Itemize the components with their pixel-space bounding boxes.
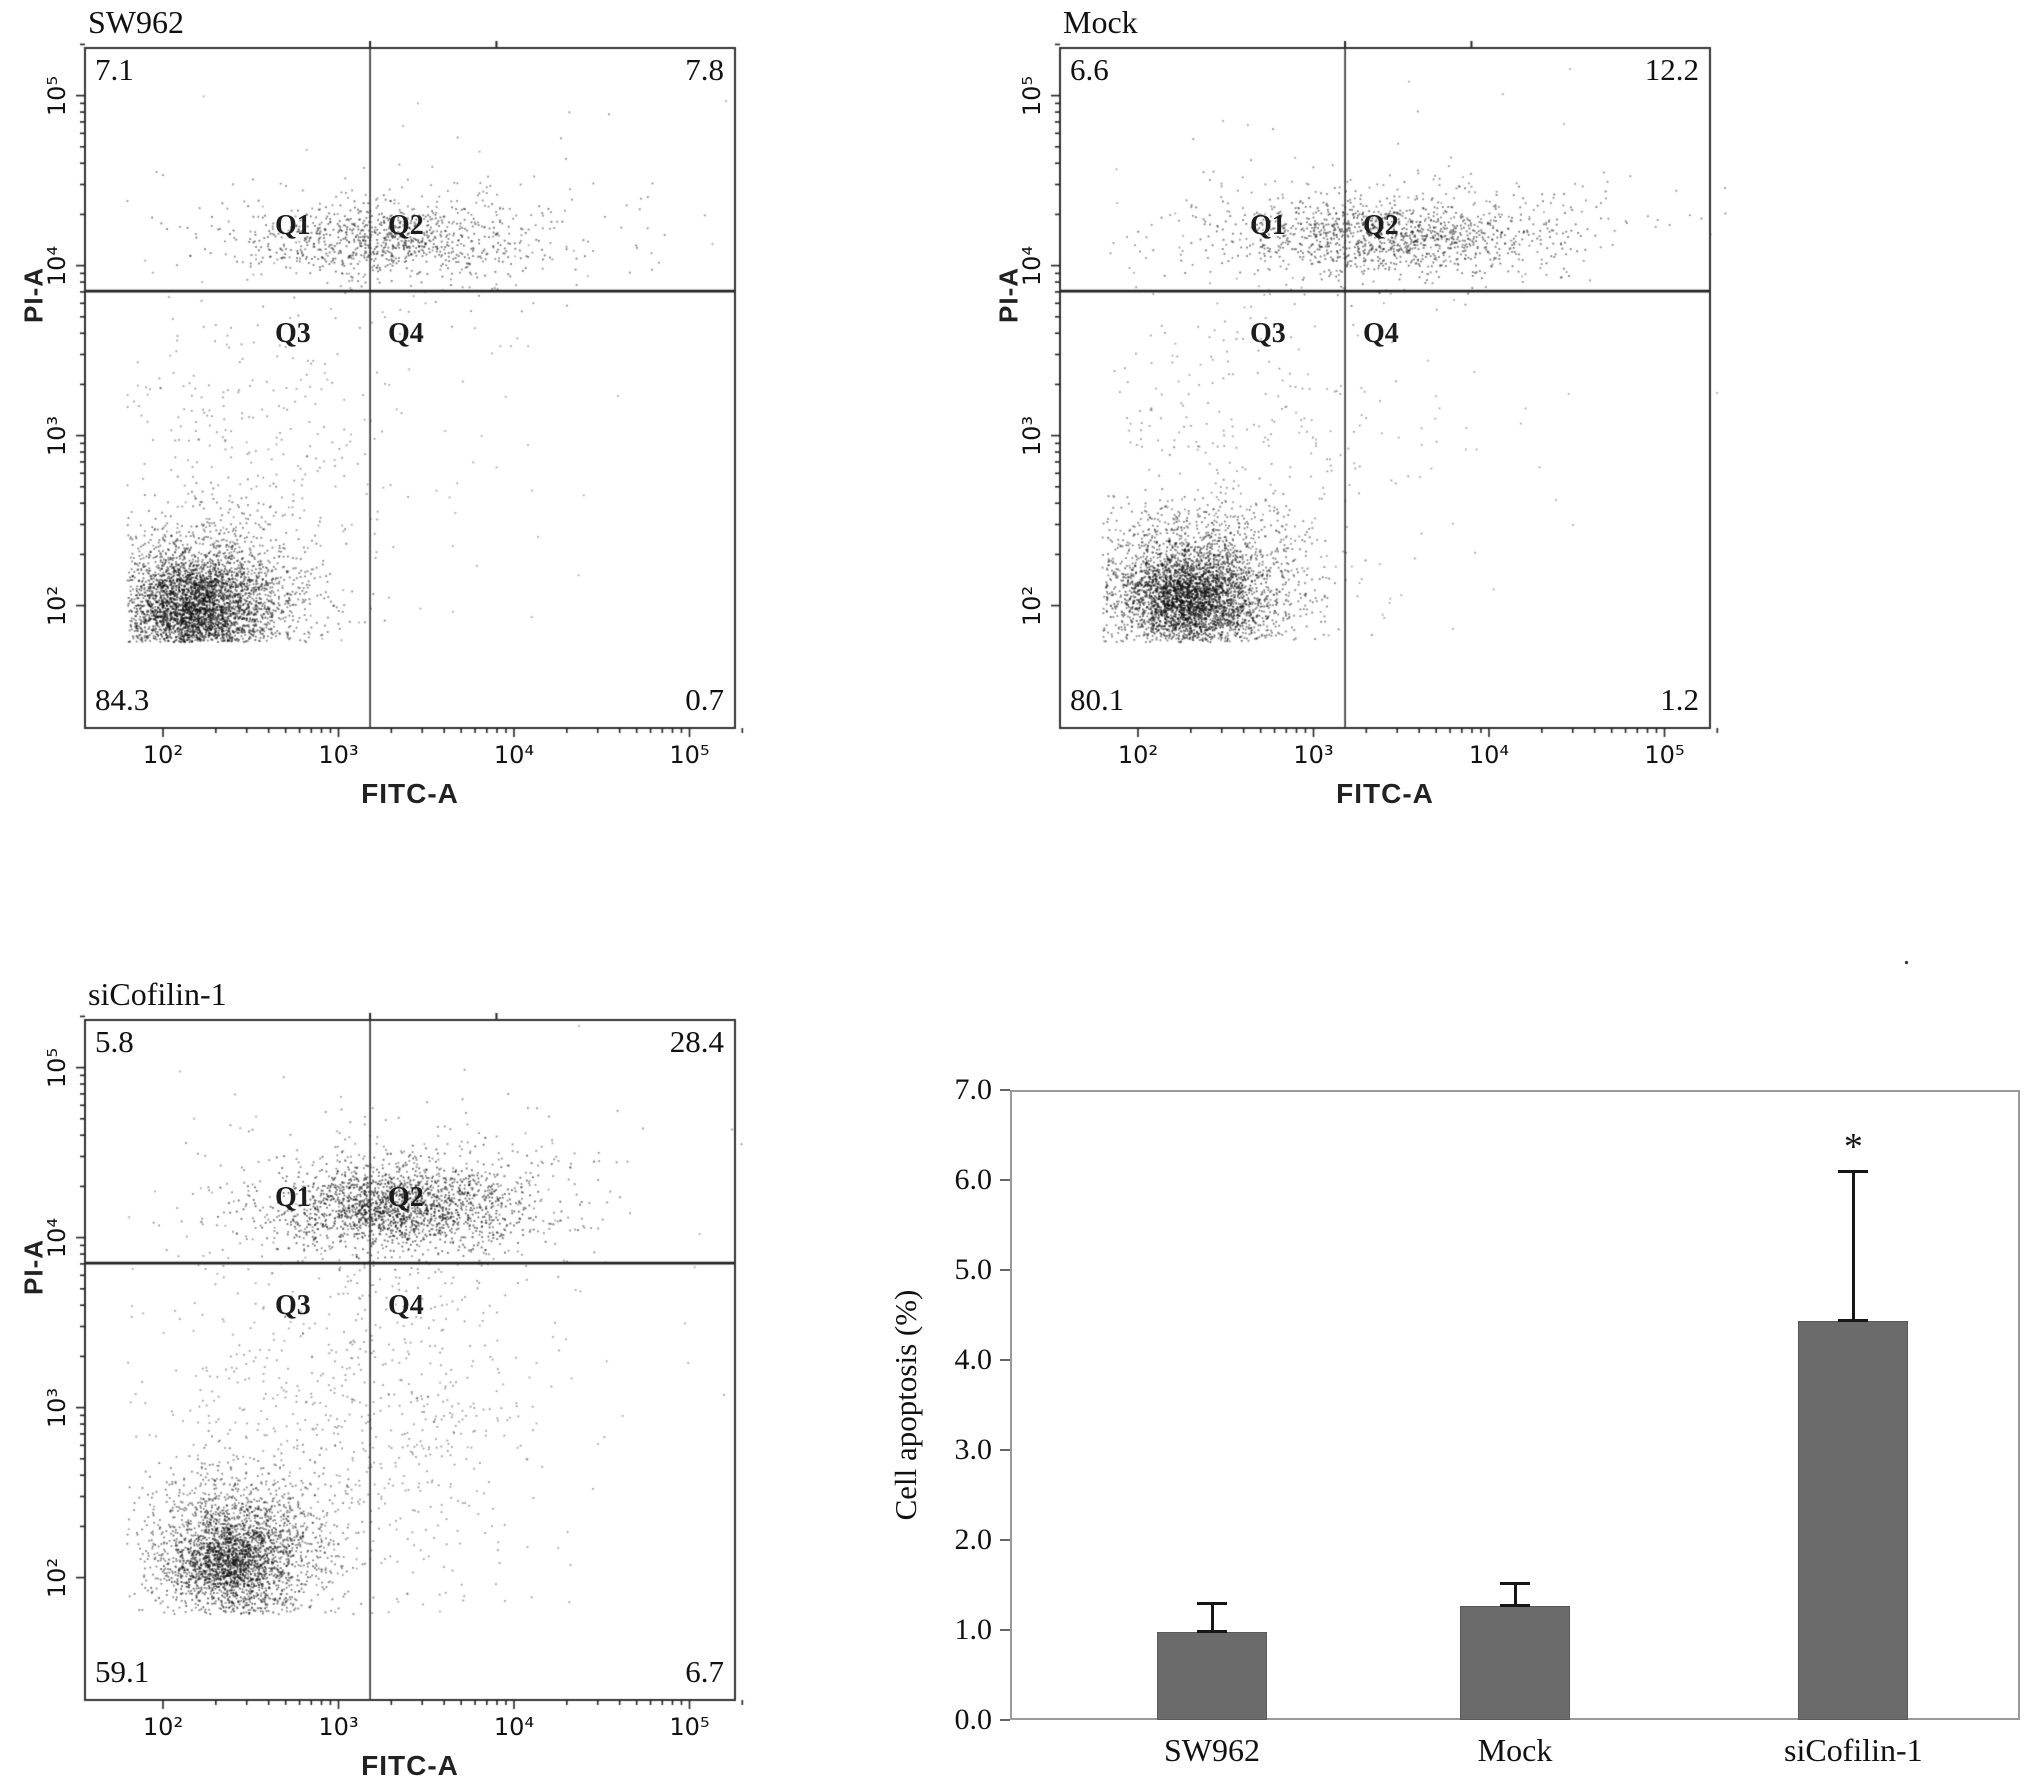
x-axis-label: FITC-A — [361, 778, 459, 809]
x-axis-label: FITC-A — [361, 1750, 459, 1781]
y-tick-label: 4.0 — [954, 1343, 993, 1376]
y-tick-label: 1.0 — [954, 1613, 993, 1646]
error-bar-cap-top — [1197, 1602, 1227, 1605]
stray-mark: . — [1903, 940, 1910, 971]
scatter-canvas-mock — [975, 0, 1775, 760]
quadrant-label-q2: Q2 — [388, 1182, 424, 1213]
x-tick-label: 10³ — [318, 741, 359, 769]
error-bar-line — [1513, 1583, 1517, 1606]
bar-sw962 — [1157, 1631, 1267, 1720]
y-tick-label: 0.0 — [954, 1703, 993, 1736]
y-tick — [1000, 1539, 1010, 1541]
quadrant-label-q4: Q4 — [1363, 318, 1399, 349]
error-bar-cap-top — [1838, 1170, 1869, 1173]
y-tick-label: 10⁴ — [43, 245, 71, 286]
x-tick-label: 10⁴ — [493, 741, 535, 769]
quadrant-label-q1: Q1 — [275, 210, 311, 241]
x-axis-label: FITC-A — [1336, 778, 1434, 809]
y-tick-label: 10³ — [43, 1387, 71, 1428]
quadrant-label-q2: Q2 — [388, 210, 424, 241]
significance-asterisk: * — [1843, 1126, 1863, 1168]
y-tick — [1000, 1719, 1010, 1721]
y-tick — [1000, 1179, 1010, 1181]
panel-title: Mock — [1063, 4, 1138, 40]
pct-lower-left: 59.1 — [95, 1654, 150, 1689]
y-tick — [1000, 1359, 1010, 1361]
error-bar-line — [1851, 1171, 1855, 1322]
error-bar-cap-bottom — [1838, 1319, 1869, 1323]
y-tick-label: 10² — [1018, 585, 1046, 626]
pct-upper-left: 6.6 — [1070, 52, 1109, 87]
bar-chart-panel: Cell apoptosis (%) 0.0 1.0 2.0 3.0 4.0 5.0 6.0… — [880, 1050, 2031, 1787]
y-tick-label: 10⁵ — [43, 75, 71, 116]
x-tick-label: 10² — [1117, 741, 1159, 769]
pct-lower-right: 6.7 — [685, 1654, 724, 1689]
bar-mock — [1460, 1605, 1570, 1720]
scatter-canvas-sw962 — [0, 0, 800, 760]
quadrant-label-q3: Q3 — [275, 1290, 311, 1321]
panel-title: SW962 — [88, 4, 184, 40]
pct-upper-right: 28.4 — [669, 1024, 724, 1059]
y-tick — [1000, 1089, 1010, 1091]
quadrant-label-q3: Q3 — [275, 318, 311, 349]
panel-title: siCofilin-1 — [88, 976, 227, 1012]
quadrant-label-q2: Q2 — [1363, 210, 1399, 241]
y-tick — [1000, 1629, 1010, 1631]
error-bar-cap-bottom — [1500, 1603, 1530, 1607]
y-tick-label: 3.0 — [954, 1433, 993, 1466]
y-tick-label: 2.0 — [954, 1523, 993, 1556]
quadrant-label-q1: Q1 — [1250, 210, 1286, 241]
x-tick-label: 10⁵ — [1644, 741, 1685, 769]
y-tick-label: 10² — [43, 585, 71, 626]
x-tick-label: 10³ — [1293, 741, 1334, 769]
y-tick-label: 10³ — [1018, 415, 1046, 456]
x-tick-label: 10³ — [318, 1713, 359, 1741]
y-tick-label: 10⁴ — [43, 1217, 71, 1258]
quadrant-label-q4: Q4 — [388, 318, 424, 349]
y-tick-label: 10⁵ — [1018, 75, 1046, 116]
pct-upper-left: 7.1 — [95, 52, 134, 87]
y-tick-label: 10⁵ — [43, 1047, 71, 1088]
y-tick-label: 6.0 — [954, 1163, 993, 1196]
bar-sicofilin-1 — [1798, 1321, 1909, 1720]
y-axis-label: Cell apoptosis (%) — [888, 1289, 923, 1521]
flow-panel-mock: Mock 6.6 12.2 80.1 1.2 Q1 Q2 Q3 Q4 FITC-… — [975, 0, 1775, 815]
x-tick-label: 10⁵ — [669, 741, 710, 769]
y-tick-label: 10⁴ — [1018, 245, 1046, 286]
category-label: SW962 — [1164, 1732, 1260, 1768]
y-tick-label: 7.0 — [954, 1073, 993, 1106]
flow-panel-sw962: SW962 7.1 7.8 84.3 0.7 Q1 Q2 Q3 Q4 FITC-… — [0, 0, 800, 815]
pct-lower-left: 84.3 — [95, 682, 150, 717]
y-tick-label: 10² — [43, 1557, 71, 1598]
x-tick-label: 10² — [142, 1713, 184, 1741]
x-tick-label: 10⁴ — [1468, 741, 1510, 769]
x-tick-label: 10⁵ — [669, 1713, 710, 1741]
pct-upper-left: 5.8 — [95, 1024, 134, 1059]
y-tick — [1000, 1449, 1010, 1451]
error-bar-cap-bottom — [1197, 1629, 1227, 1633]
pct-lower-right: 0.7 — [685, 682, 724, 717]
y-tick — [1000, 1269, 1010, 1271]
category-label: siCofilin-1 — [1784, 1732, 1923, 1768]
y-tick-label: 10³ — [43, 415, 71, 456]
error-bar-line — [1210, 1603, 1214, 1632]
pct-upper-right: 12.2 — [1644, 52, 1699, 87]
quadrant-label-q3: Q3 — [1250, 318, 1286, 349]
scatter-canvas-sicofilin1 — [0, 972, 800, 1732]
quadrant-label-q4: Q4 — [388, 1290, 424, 1321]
x-tick-label: 10⁴ — [493, 1713, 535, 1741]
category-label: Mock — [1477, 1732, 1553, 1768]
quadrant-label-q1: Q1 — [275, 1182, 311, 1213]
x-tick-label: 10² — [142, 741, 184, 769]
pct-lower-right: 1.2 — [1660, 682, 1699, 717]
pct-lower-left: 80.1 — [1070, 682, 1125, 717]
pct-upper-right: 7.8 — [685, 52, 724, 87]
flow-panel-sicofilin1: siCofilin-1 5.8 28.4 59.1 6.7 Q1 Q2 Q3 Q… — [0, 972, 800, 1787]
y-tick-label: 5.0 — [954, 1253, 993, 1286]
error-bar-cap-top — [1500, 1582, 1530, 1586]
